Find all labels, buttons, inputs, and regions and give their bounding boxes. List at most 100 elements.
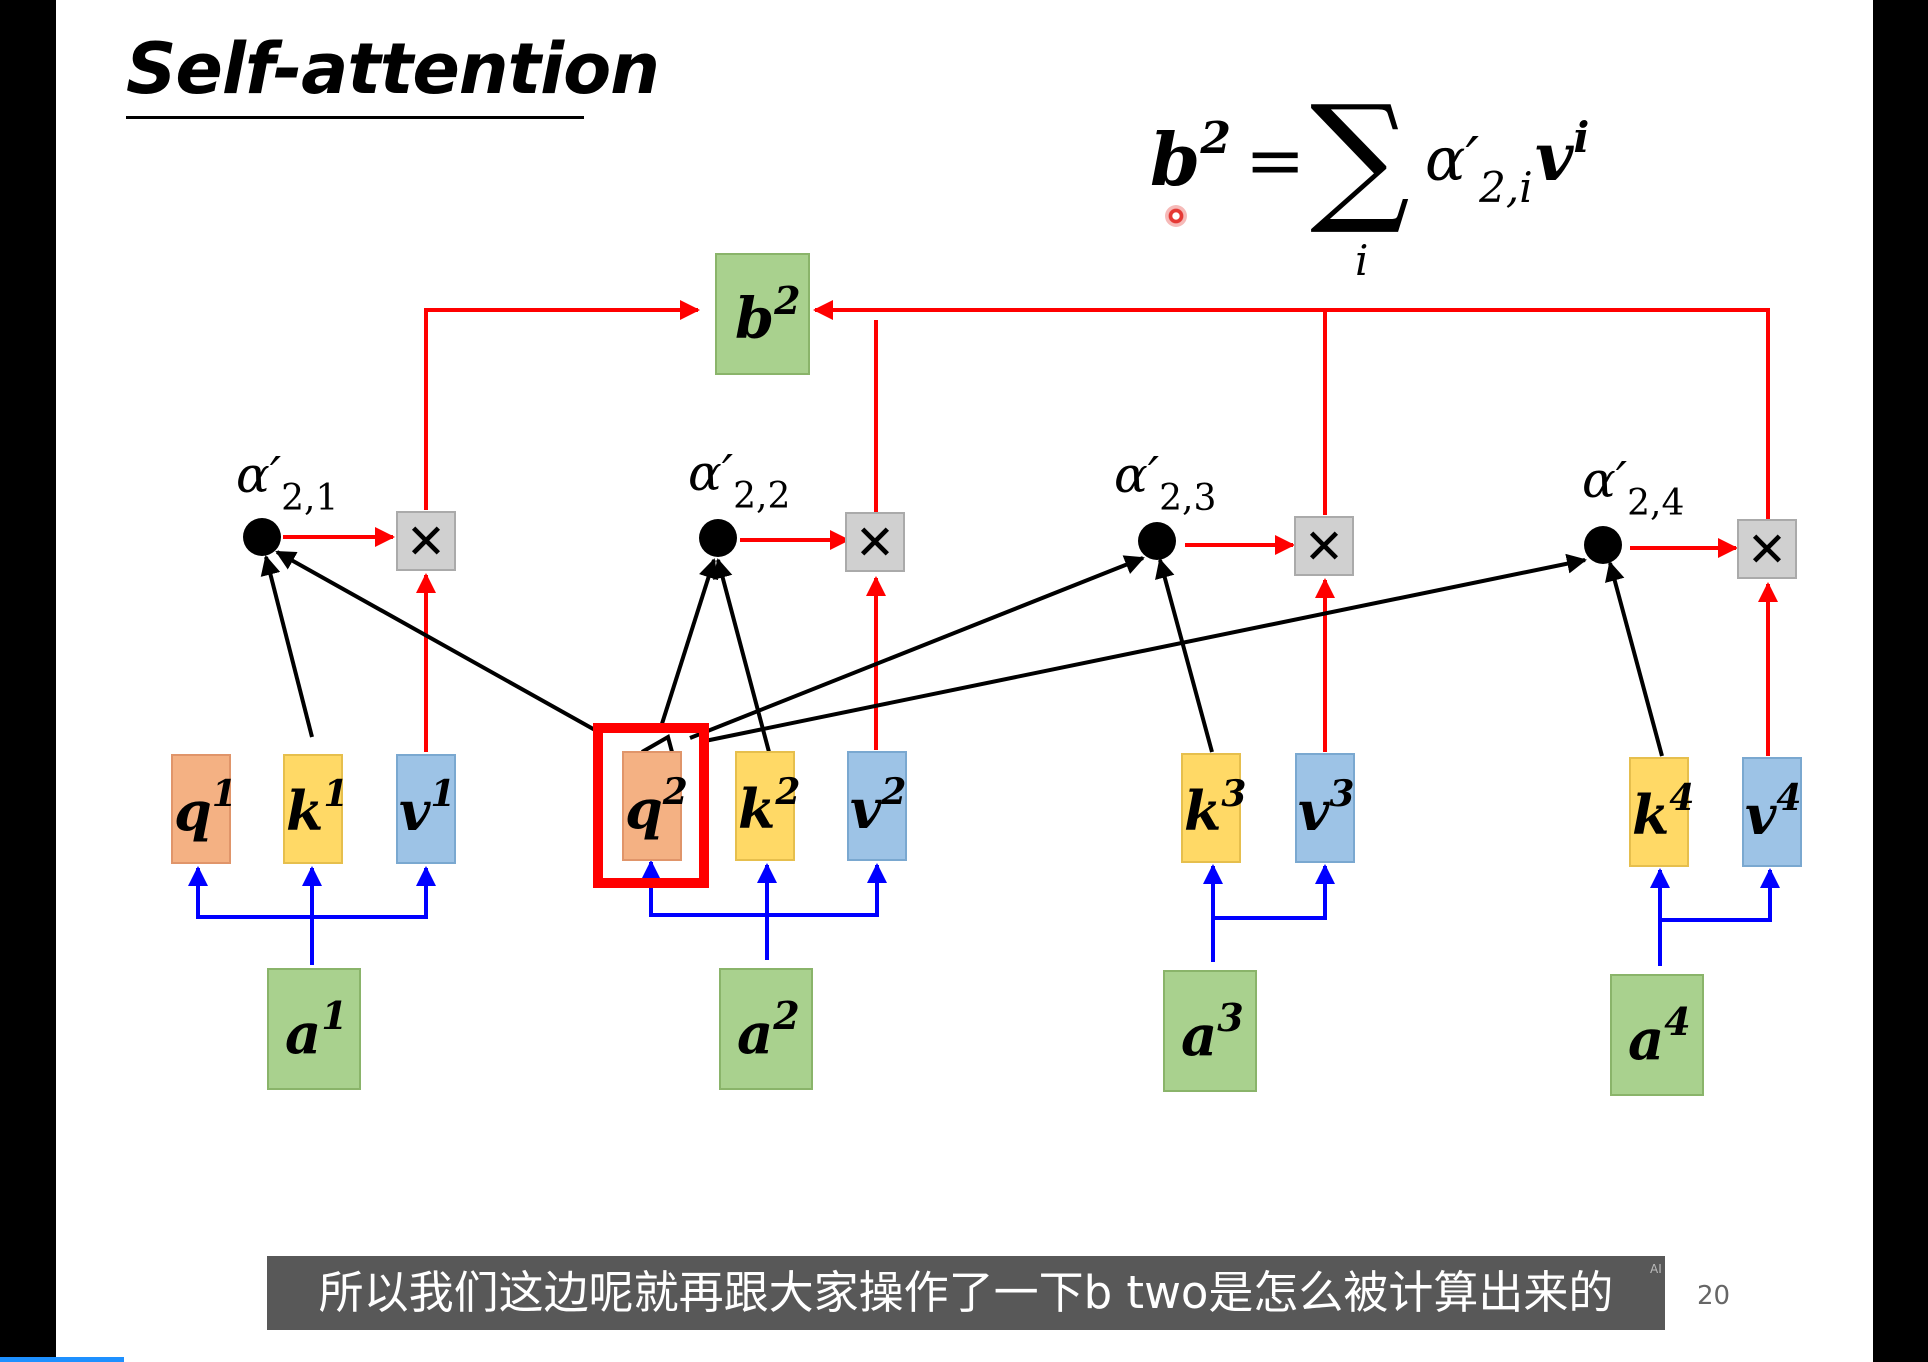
- output-b2: b2: [715, 253, 810, 375]
- a3-sup: 3: [1217, 995, 1243, 1040]
- svg-text:α′2,i: α′2,i: [1425, 125, 1533, 212]
- video-progress-bar[interactable]: [0, 1357, 124, 1362]
- alpha-sub-3: 2,3: [1159, 478, 1216, 519]
- a1-sup: 1: [321, 993, 347, 1038]
- formula-sum-index: i: [1355, 236, 1368, 285]
- input-tokens: a1 a2 a3 a4: [267, 968, 1704, 1096]
- v1-label: v: [399, 779, 431, 843]
- q2-highlight-box: [593, 723, 709, 888]
- blue-arrow-a1-to-q1: [188, 866, 312, 919]
- q1-sup: 1: [212, 773, 237, 815]
- a1-label: a: [285, 1001, 321, 1067]
- svg-text:q2: q2: [625, 771, 688, 841]
- formula-alpha: α′: [1425, 125, 1480, 195]
- v2-sup: 2: [880, 771, 906, 813]
- q2-label: q: [625, 777, 663, 841]
- svg-text:v3: v3: [1298, 773, 1354, 843]
- alpha-label-3: α′: [1114, 446, 1160, 504]
- formula-b: b: [1150, 117, 1200, 202]
- formula-sum: ∑: [1310, 76, 1410, 239]
- svg-text:a3: a3: [1181, 995, 1244, 1069]
- black-arrow-k2-to-alpha2: [712, 558, 771, 753]
- svg-text:q1: q1: [174, 773, 237, 843]
- a2-sup: 2: [772, 993, 799, 1038]
- a2-label: a: [737, 1001, 773, 1067]
- slide: [56, 0, 1873, 1362]
- alpha-sub-4: 2,4: [1627, 483, 1684, 524]
- svg-text:b2: b2: [735, 278, 801, 352]
- q2-sup: 2: [662, 771, 688, 813]
- black-arrow-k3-to-alpha3: [1155, 558, 1214, 753]
- svg-text:a2: a2: [737, 993, 800, 1067]
- formula-equals: =: [1245, 118, 1305, 202]
- formula-v-sup: i: [1573, 113, 1589, 162]
- attention-connections: [260, 550, 1664, 757]
- black-arrow-k4-to-alpha4: [1605, 561, 1664, 757]
- multiply-icon-2: ✕: [855, 515, 895, 571]
- k4-label: k: [1632, 783, 1669, 847]
- alpha-label-1: α′: [236, 446, 282, 504]
- page-number: 20: [1697, 1281, 1731, 1311]
- svg-text:v1: v1: [399, 773, 455, 843]
- black-arrow-q2-to-alpha2: [658, 558, 719, 731]
- b2-sup: 2: [773, 278, 800, 323]
- v2-label: v: [850, 777, 882, 841]
- a4-sup: 4: [1664, 999, 1690, 1044]
- k4-sup: 4: [1669, 777, 1694, 819]
- k2-label: k: [738, 777, 775, 841]
- a4-label: a: [1628, 1007, 1664, 1073]
- alpha-label-4: α′: [1582, 451, 1628, 509]
- alpha-label-2: α′: [688, 444, 734, 502]
- svg-text:α′2,1: α′2,1: [236, 446, 338, 519]
- q2-arrow-junction: [641, 733, 674, 754]
- k1-label: k: [286, 779, 323, 843]
- svg-text:vi: vi: [1535, 113, 1589, 196]
- svg-text:k2: k2: [738, 771, 800, 841]
- k3-label: k: [1184, 779, 1221, 843]
- b2-label: b: [735, 286, 774, 352]
- multiply-icon-1: ✕: [406, 514, 446, 570]
- slide-title: Self-attention: [126, 28, 660, 110]
- red-line-x1-to-b2: [424, 300, 700, 510]
- ai-mark: AI: [1650, 1262, 1662, 1276]
- alpha-sub-1: 2,1: [281, 478, 338, 519]
- blue-arrow-a2-to-v2: [767, 863, 887, 917]
- v4-label: v: [1745, 783, 1777, 847]
- v3-label: v: [1298, 779, 1330, 843]
- laser-pointer-icon: [1165, 205, 1187, 227]
- svg-text:v4: v4: [1745, 777, 1801, 847]
- multiply-icon-4: ✕: [1747, 522, 1787, 578]
- svg-text:a4: a4: [1628, 999, 1691, 1073]
- multiply-boxes: ✕ ✕ ✕ ✕: [396, 511, 1797, 579]
- alpha-node-1: [243, 518, 281, 556]
- black-arrow-q2-to-alpha3: [689, 555, 1145, 740]
- formula-alpha-sub: 2,i: [1478, 163, 1533, 212]
- k3-sup: 3: [1221, 773, 1246, 815]
- v1-sup: 1: [430, 773, 455, 815]
- alpha-node-4: [1584, 526, 1622, 564]
- blue-arrow-a1-to-v1: [312, 866, 436, 919]
- v4-sup: 4: [1776, 777, 1801, 819]
- input-connections: [188, 860, 1780, 966]
- output-connections: [283, 300, 1778, 756]
- svg-text:k4: k4: [1632, 777, 1694, 847]
- alpha-node-3: [1138, 522, 1176, 560]
- alpha-node-2: [699, 519, 737, 557]
- subtitle-caption: 所以我们这边呢就再跟大家操作了一下b two是怎么被计算出来的: [318, 1266, 1614, 1319]
- qkv-vectors: q1 k1 v1 q2 k2 v2 k3 v3 k4 v4: [171, 723, 1802, 888]
- title-underline: [126, 116, 584, 119]
- svg-text:b2: b2: [1150, 113, 1231, 202]
- blue-arrow-a4-to-v4: [1660, 868, 1780, 922]
- black-arrow-q2-to-alpha1: [275, 550, 596, 732]
- formula: b2 = ∑ i α′2,i vi: [1150, 76, 1589, 285]
- k1-sup: 1: [323, 773, 348, 815]
- svg-text:a1: a1: [285, 993, 348, 1067]
- a3-label: a: [1181, 1003, 1217, 1069]
- multiply-icon-3: ✕: [1304, 519, 1344, 575]
- svg-text:α′2,4: α′2,4: [1582, 451, 1684, 524]
- black-arrow-q2-to-alpha4: [699, 553, 1587, 744]
- svg-text:α′2,2: α′2,2: [688, 444, 790, 517]
- subtitle-background: [267, 1256, 1665, 1330]
- black-arrow-k1-to-alpha1: [260, 555, 314, 738]
